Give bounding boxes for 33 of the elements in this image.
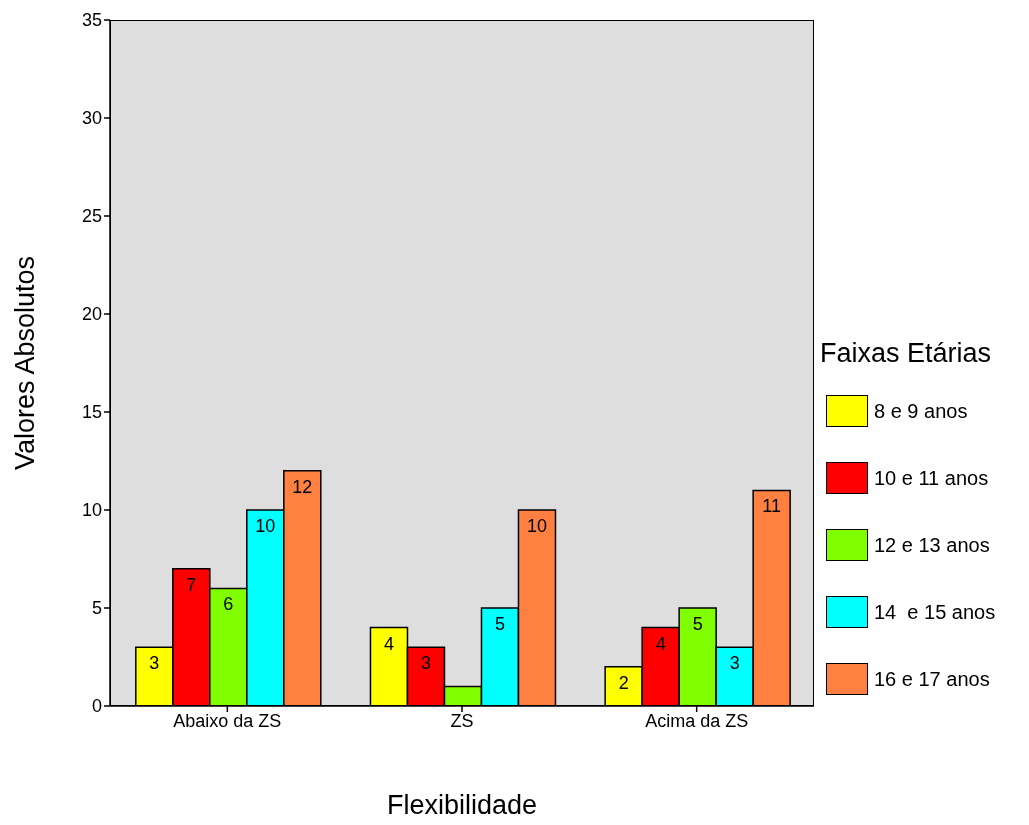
legend-label: 12 e 13 anos	[874, 533, 990, 557]
data-label: 3	[149, 653, 160, 674]
legend-title: Faixas Etárias	[820, 338, 993, 369]
data-label: 10	[255, 516, 276, 536]
x-tick-label: ZS	[450, 710, 474, 731]
data-label: 4	[383, 633, 394, 654]
data-label: 12	[292, 476, 313, 497]
y-tick-label: 35	[81, 10, 102, 31]
legend-label: 8 e 9 anos	[874, 399, 968, 423]
y-tick-label: 25	[81, 206, 102, 227]
y-tick-label: 30	[81, 108, 102, 129]
x-tick-label: Abaixo da ZS	[173, 710, 282, 731]
y-axis-title: Valores Absolutos	[9, 255, 40, 471]
y-tick-label: 0	[91, 696, 102, 717]
legend-label: 14 e 15 anos	[874, 600, 996, 624]
data-label: 5	[692, 614, 703, 634]
data-label: 7	[186, 574, 197, 595]
data-label: 2	[618, 672, 629, 693]
data-label: 3	[420, 653, 431, 674]
x-axis-title: Flexibilidade	[386, 790, 538, 820]
y-tick-label: 20	[81, 304, 102, 325]
data-label: 10	[526, 516, 547, 536]
data-label: 3	[729, 653, 740, 674]
y-tick-label: 5	[91, 598, 102, 619]
data-label: 5	[494, 614, 505, 634]
y-tick-label: 10	[81, 500, 102, 521]
x-tick-label: Acima da ZS	[645, 710, 749, 731]
y-tick-label: 15	[81, 402, 102, 423]
data-label: 4	[655, 633, 666, 654]
legend-label: 16 e 17 anos	[874, 667, 990, 691]
legend-label: 10 e 11 anos	[874, 466, 989, 490]
data-label: 11	[762, 496, 781, 517]
data-label: 6	[223, 594, 234, 615]
